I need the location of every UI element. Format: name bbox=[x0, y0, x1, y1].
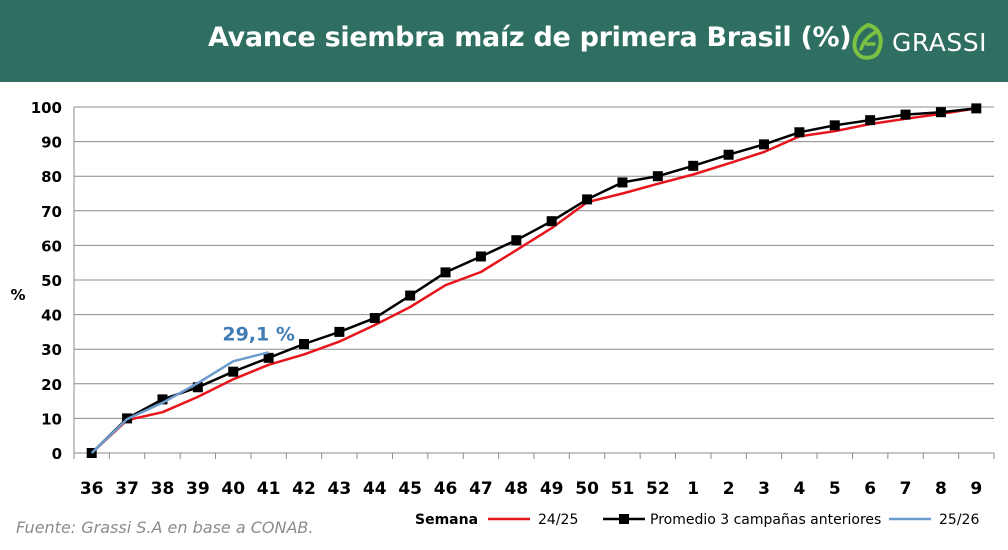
x-tick-label: 42 bbox=[292, 479, 316, 499]
data-point bbox=[440, 267, 451, 278]
data-point bbox=[511, 235, 522, 246]
data-point bbox=[334, 326, 345, 337]
data-point bbox=[405, 290, 416, 301]
x-tick-label: 43 bbox=[328, 479, 352, 499]
y-tick-label: 60 bbox=[41, 237, 62, 255]
legend-entry-1: Promedio 3 campañas anteriores bbox=[650, 512, 881, 528]
x-tick-label: 1 bbox=[687, 479, 699, 499]
data-point bbox=[228, 366, 239, 377]
data-point bbox=[759, 139, 769, 150]
legend-marker bbox=[619, 514, 629, 524]
data-point bbox=[652, 171, 663, 182]
data-point bbox=[794, 127, 805, 138]
series-line-2 bbox=[90, 351, 269, 454]
x-tick-label: 3 bbox=[758, 479, 770, 499]
y-tick-label: 40 bbox=[41, 307, 62, 325]
x-tick-label: 48 bbox=[504, 479, 528, 499]
data-point bbox=[369, 313, 380, 324]
x-tick-label: 38 bbox=[151, 479, 175, 499]
x-tick-label: 5 bbox=[829, 479, 841, 499]
data-point bbox=[157, 394, 168, 405]
data-point bbox=[971, 103, 982, 114]
x-tick-label: 9 bbox=[970, 479, 982, 499]
data-point bbox=[617, 177, 628, 188]
data-point bbox=[546, 216, 557, 227]
y-tick-label: 70 bbox=[41, 203, 62, 221]
series-line-0 bbox=[90, 107, 977, 454]
x-tick-label: 51 bbox=[611, 479, 635, 499]
page-title: Avance siembra maíz de primera Brasil (%… bbox=[208, 22, 852, 53]
y-tick-label: 50 bbox=[41, 272, 62, 290]
x-tick-label: 37 bbox=[115, 479, 139, 499]
y-tick-label: 80 bbox=[41, 168, 62, 186]
data-point bbox=[723, 149, 734, 160]
source-note: Fuente: Grassi S.A en base a CONAB. bbox=[16, 518, 314, 537]
y-tick-label: 30 bbox=[41, 341, 62, 359]
x-tick-label: 4 bbox=[793, 479, 805, 499]
x-tick-label: 7 bbox=[900, 479, 912, 499]
brand-logo: GRASSI bbox=[850, 22, 987, 62]
data-point bbox=[86, 448, 97, 458]
y-tick-label: 0 bbox=[52, 445, 62, 463]
data-point bbox=[475, 251, 486, 262]
data-point bbox=[263, 352, 274, 363]
x-tick-label: 39 bbox=[186, 479, 210, 499]
data-label-annotation: 29,1 % bbox=[222, 323, 295, 345]
x-tick-label: 47 bbox=[469, 479, 493, 499]
data-point bbox=[865, 115, 876, 126]
logo-text: GRASSI bbox=[892, 27, 987, 57]
data-point bbox=[688, 160, 699, 171]
x-tick-label: 45 bbox=[398, 479, 422, 499]
x-tick-label: 50 bbox=[575, 479, 599, 499]
data-point bbox=[192, 382, 203, 393]
legend-title: Semana bbox=[415, 512, 478, 528]
x-tick-label: 6 bbox=[864, 479, 876, 499]
x-tick-label: 8 bbox=[935, 479, 947, 499]
x-tick-label: 46 bbox=[434, 479, 458, 499]
x-tick-label: 41 bbox=[257, 479, 281, 499]
data-point bbox=[935, 107, 946, 118]
x-tick-label: 2 bbox=[723, 479, 735, 499]
y-axis-label: % bbox=[10, 286, 25, 304]
legend-entry-0: 24/25 bbox=[538, 512, 578, 528]
y-tick-label: 100 bbox=[31, 99, 62, 117]
data-point bbox=[829, 120, 840, 131]
x-tick-label: 40 bbox=[221, 479, 245, 499]
x-tick-label: 36 bbox=[80, 479, 104, 499]
y-tick-label: 90 bbox=[41, 134, 62, 152]
x-tick-label: 52 bbox=[646, 479, 670, 499]
data-point bbox=[582, 194, 593, 205]
y-tick-label: 10 bbox=[41, 410, 62, 428]
data-point bbox=[299, 339, 309, 350]
data-point bbox=[900, 109, 911, 120]
x-tick-label: 49 bbox=[540, 479, 564, 499]
legend-entry-2: 25/26 bbox=[939, 512, 979, 528]
leaf-logo-icon bbox=[852, 22, 883, 60]
header-banner: Avance siembra maíz de primera Brasil (%… bbox=[0, 0, 1008, 82]
y-tick-label: 20 bbox=[41, 376, 62, 394]
x-tick-label: 44 bbox=[363, 479, 387, 499]
series-line-1 bbox=[90, 107, 977, 454]
